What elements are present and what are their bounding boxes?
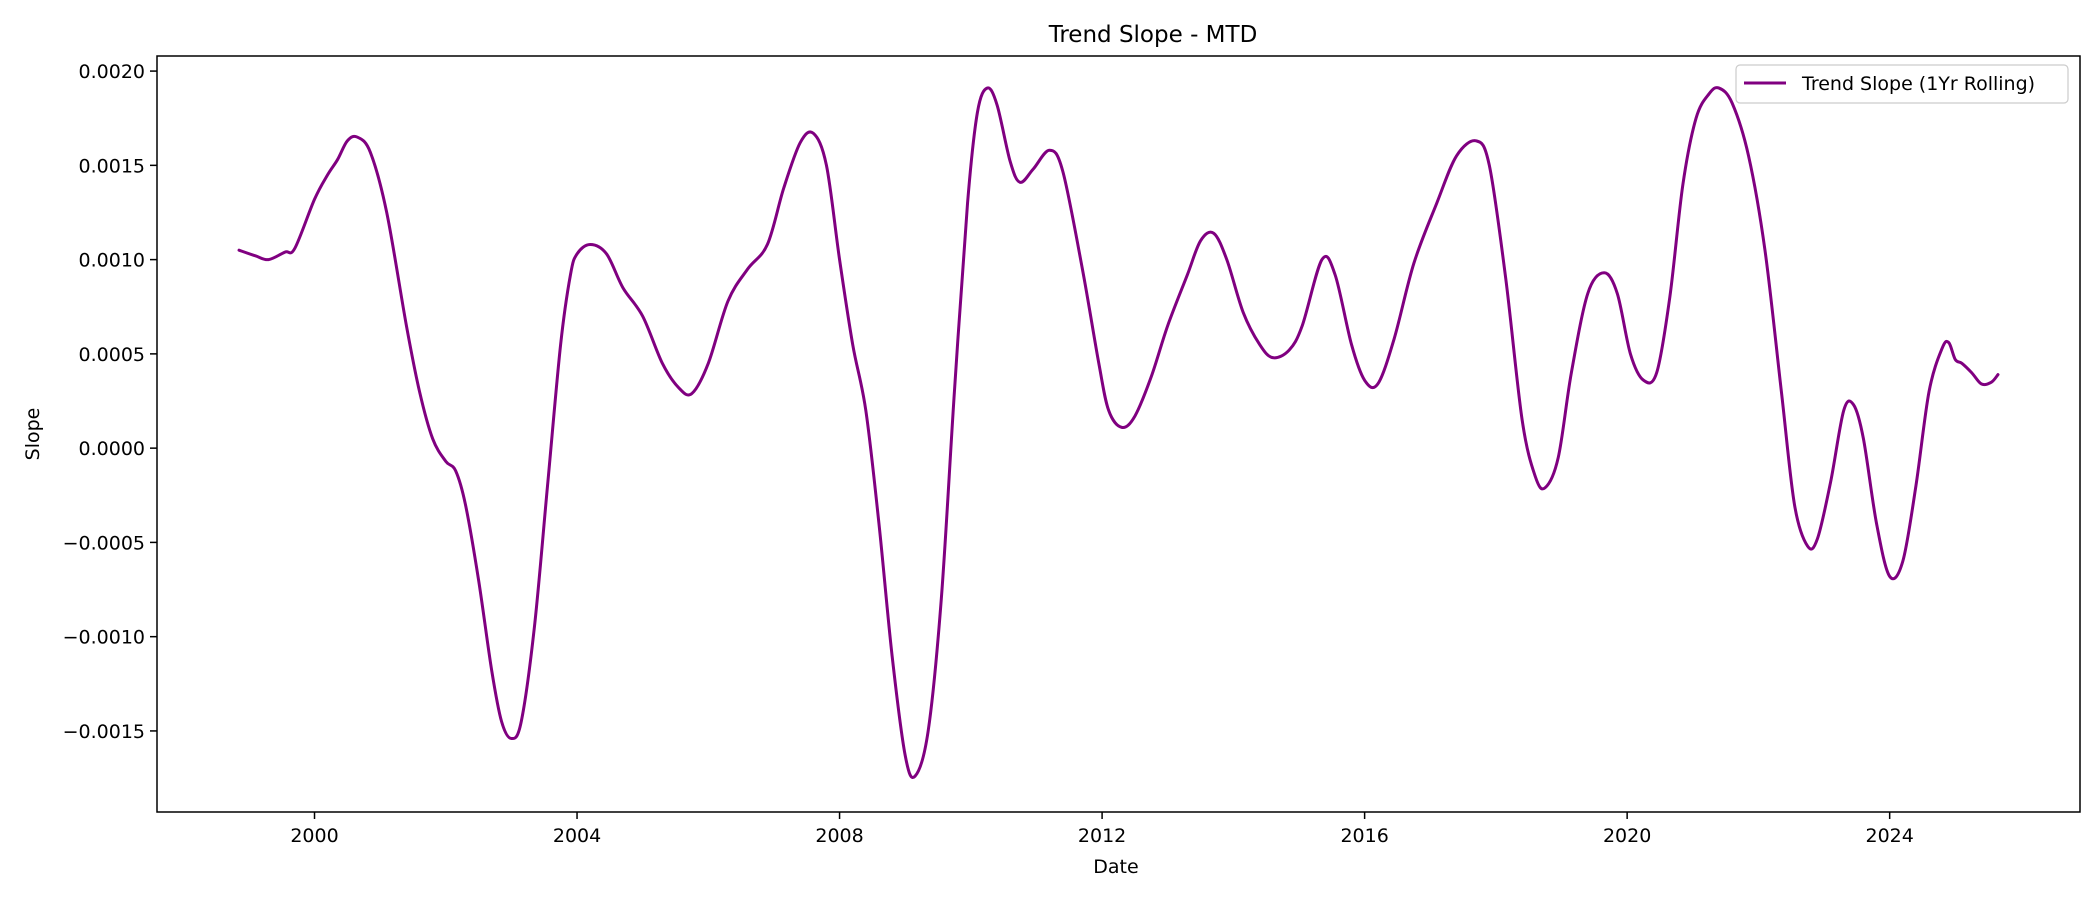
y-tick-label: 0.0010	[79, 250, 145, 272]
y-tick-label: 0.0015	[79, 155, 145, 177]
x-tick-label: 2008	[815, 825, 863, 847]
legend-box	[1735, 64, 2069, 104]
y-tick-label: 0.0020	[79, 61, 145, 83]
x-tick-label: 2012	[1078, 825, 1126, 847]
legend: Trend Slope (1Yr Rolling)	[1735, 64, 2069, 104]
x-tick-label: 2016	[1340, 825, 1388, 847]
axis-ticks: 2000 2004 2008 2012 2016 2020 2024 −0.0015 −0.00…	[63, 61, 1914, 847]
x-axis-label: Date	[1093, 856, 1138, 878]
x-tick-label: 2004	[553, 825, 601, 847]
y-tick-label: −0.0010	[63, 627, 145, 649]
chart-title: Trend Slope - MTD	[1048, 22, 1258, 48]
y-axis-label: Slope	[22, 408, 44, 461]
legend-label: Trend Slope (1Yr Rolling)	[1801, 73, 2035, 95]
series-line-trend-slope	[237, 86, 2000, 779]
y-tick-label: −0.0005	[63, 532, 145, 554]
y-tick-label: 0.0005	[79, 344, 145, 366]
x-tick-label: 2000	[290, 825, 338, 847]
y-tick-label: −0.0015	[63, 721, 145, 743]
x-tick-label: 2020	[1603, 825, 1651, 847]
y-tick-label: 0.0000	[79, 438, 145, 460]
x-tick-label: 2024	[1865, 825, 1913, 847]
plot-frame	[156, 55, 2081, 813]
